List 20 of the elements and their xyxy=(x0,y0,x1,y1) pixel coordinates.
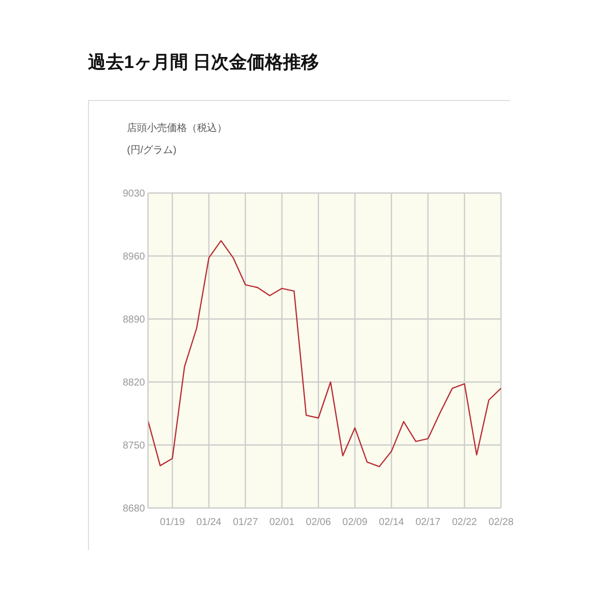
x-tick-label: 01/27 xyxy=(232,517,258,528)
y-tick-label: 9030 xyxy=(122,188,146,200)
x-tick-label: 02/14 xyxy=(378,517,404,528)
x-tick-label: 02/06 xyxy=(306,517,332,528)
y-tick-label: 8890 xyxy=(122,314,146,326)
y-tick-label: 8820 xyxy=(122,378,146,389)
line-series xyxy=(148,240,501,468)
x-tick-label: 01/24 xyxy=(196,517,222,528)
x-tick-label: 01/19 xyxy=(160,517,186,528)
chart-subtitle: 店頭小売価格（税込） xyxy=(127,122,227,135)
y-tick-label: 8960 xyxy=(122,252,146,263)
x-tick-label: 02/01 xyxy=(269,517,295,528)
y-axis-title: (円/グラム) xyxy=(127,144,176,157)
x-tick-label: 02/09 xyxy=(342,517,368,528)
y-tick-label: 8750 xyxy=(122,440,146,452)
chart-title: 過去1ヶ月間 日次金価格推移 xyxy=(88,51,320,74)
x-tick-label: 02/17 xyxy=(415,517,441,528)
x-tick-label: 02/28 xyxy=(488,517,514,528)
x-tick-label: 02/22 xyxy=(452,517,478,528)
y-tick-label: 8680 xyxy=(122,504,146,515)
